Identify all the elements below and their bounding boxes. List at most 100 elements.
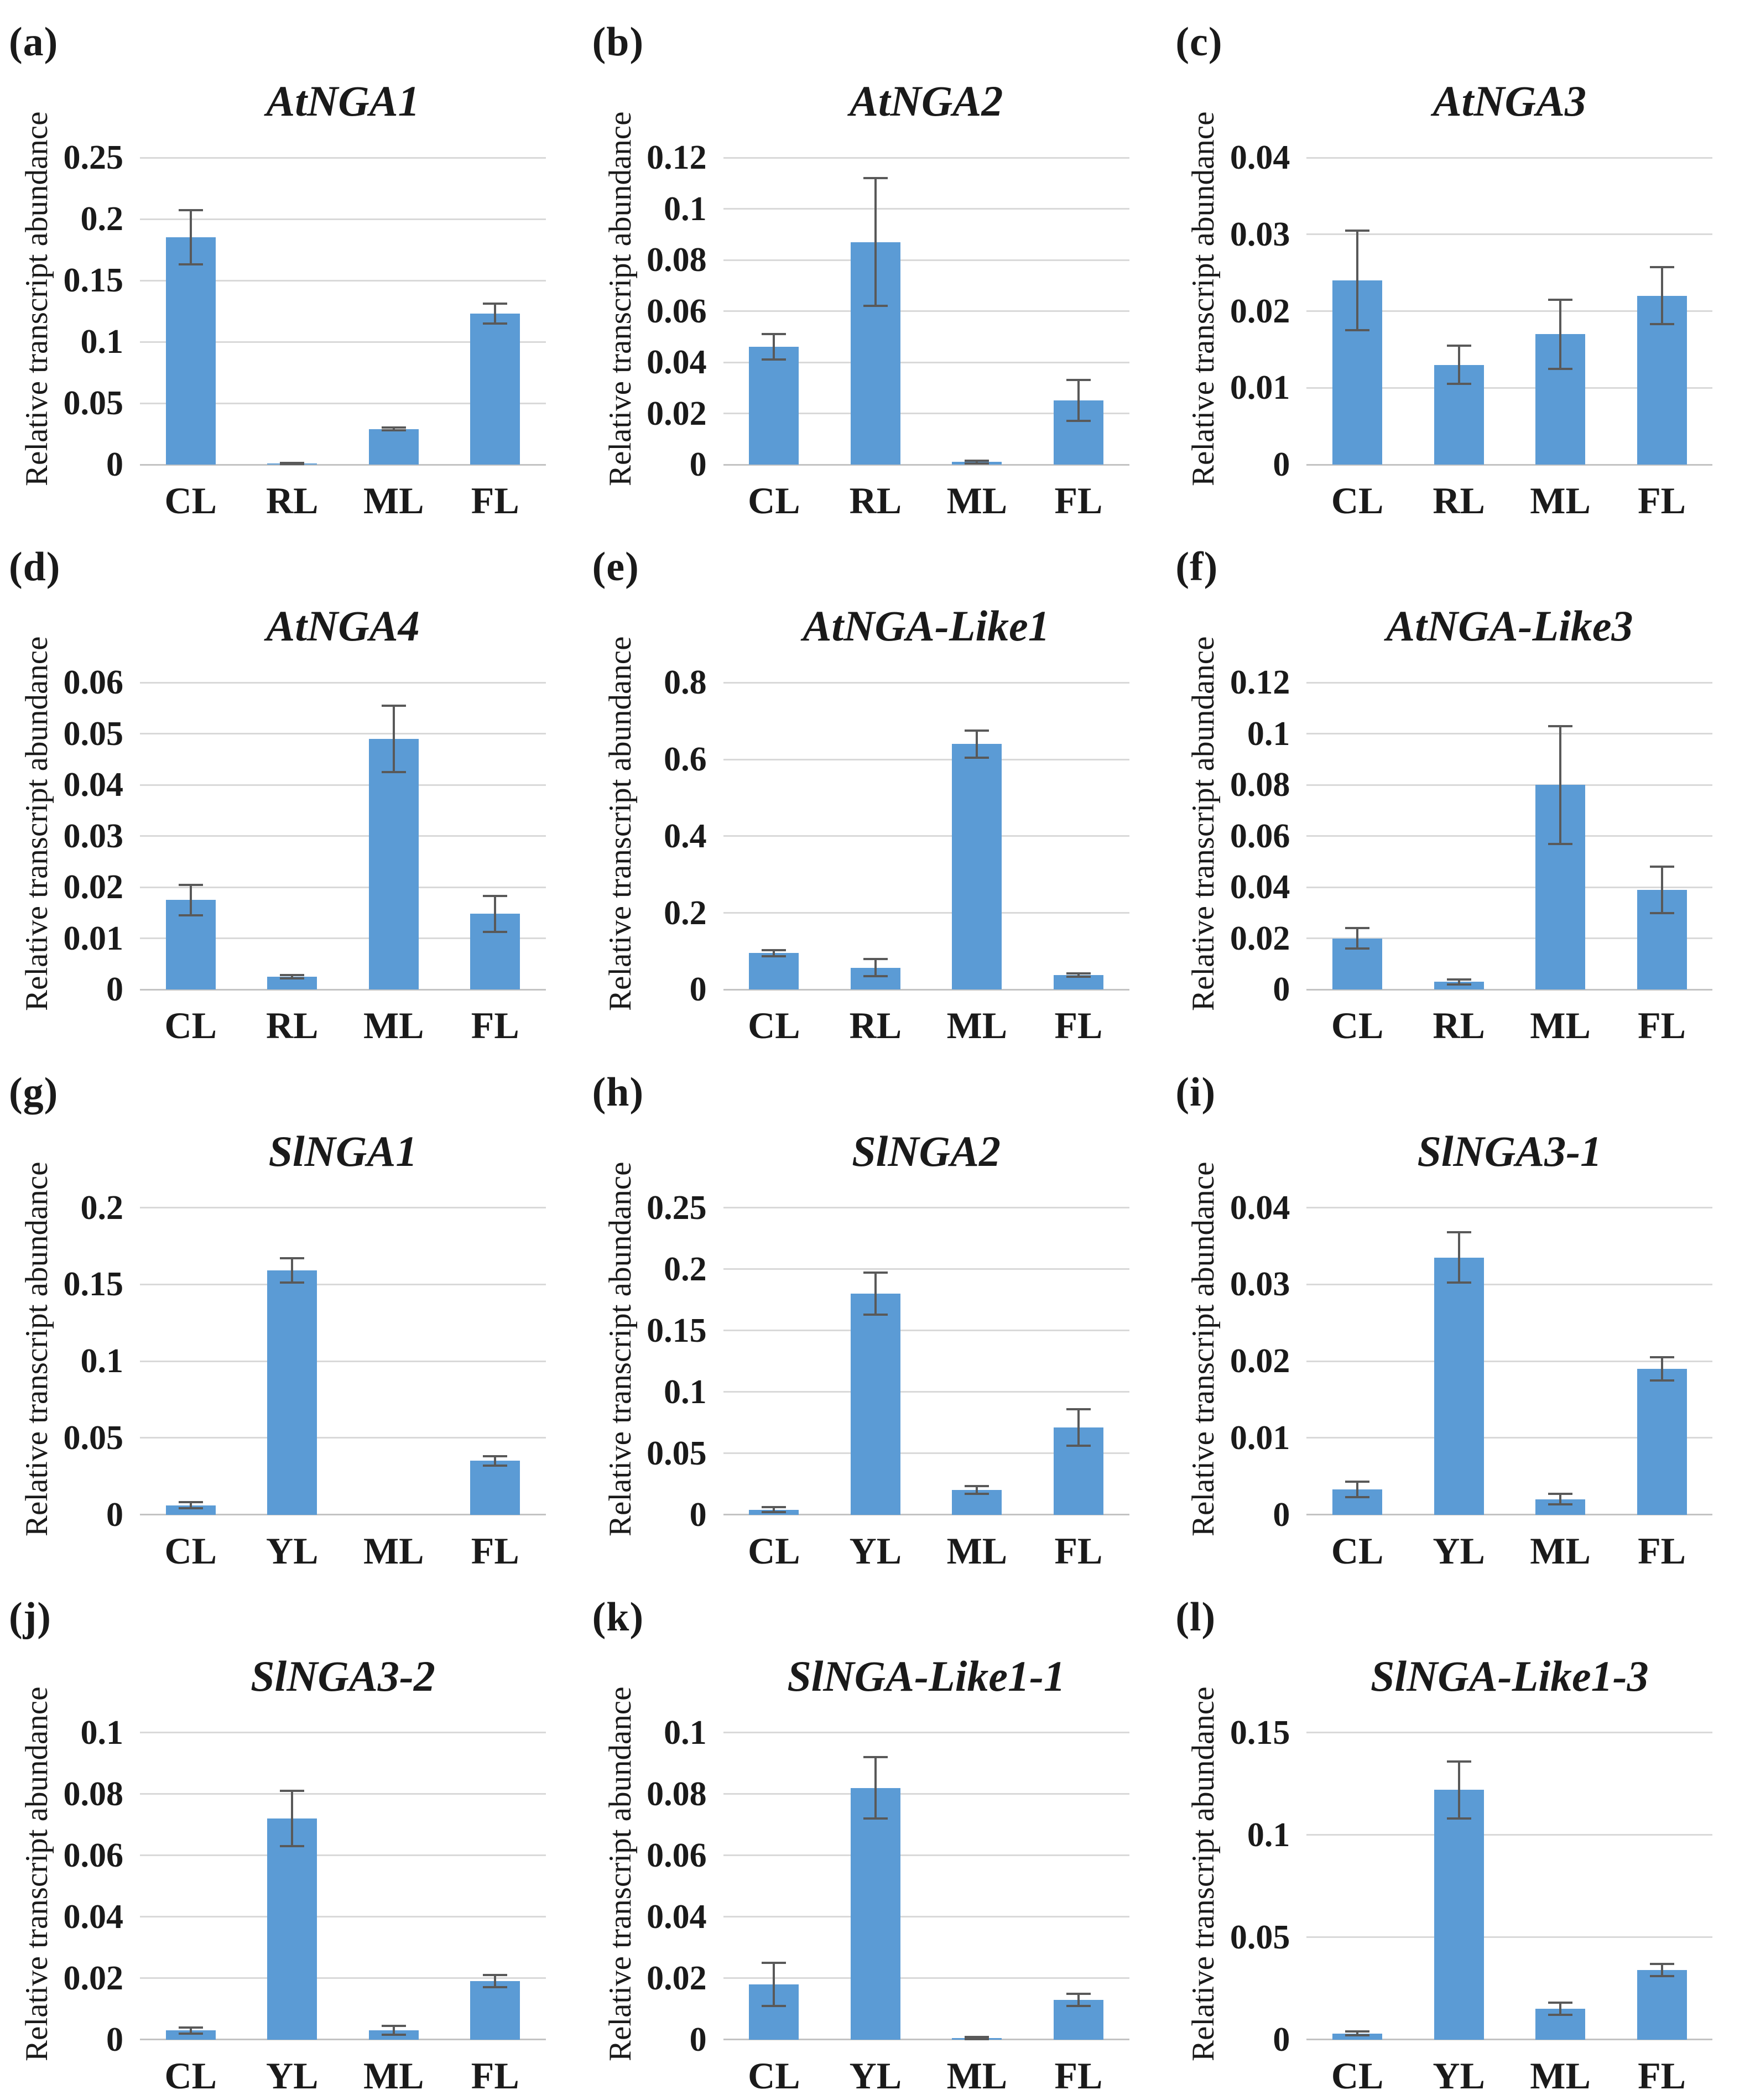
bar-CL xyxy=(749,347,799,465)
error-bar-cap xyxy=(1066,972,1091,975)
error-bar-cap xyxy=(1345,2034,1370,2037)
gridline xyxy=(1306,1936,1713,1939)
error-bar-FL xyxy=(1660,1963,1663,1977)
panel-letter: (c) xyxy=(1175,19,1223,65)
error-bar-cap xyxy=(178,914,203,917)
x-category-label-FL: FL xyxy=(1054,1529,1103,1572)
bar-FL xyxy=(1637,1368,1687,1515)
bar-CL xyxy=(749,953,799,990)
error-bar-ML xyxy=(392,428,395,430)
error-bar-cap xyxy=(1548,2014,1573,2016)
bar-FL xyxy=(470,1461,520,1515)
gridline xyxy=(1306,835,1713,837)
gridline xyxy=(723,1793,1129,1795)
error-bar-cap xyxy=(483,1974,508,1977)
error-bar-cap xyxy=(483,894,508,897)
error-bar-cap xyxy=(1345,329,1370,332)
y-tick-label: 0.08 xyxy=(1230,766,1290,804)
y-tick-label: 0.04 xyxy=(1230,139,1290,176)
bar-CL xyxy=(165,2030,216,2040)
x-axis-line xyxy=(723,988,1129,991)
x-category-label-RL: RL xyxy=(1433,480,1485,522)
chart-panel-g: (g) SlNGA1 Relative transcript abundance… xyxy=(0,1050,584,1575)
y-tick-label: 0.15 xyxy=(63,1265,124,1304)
x-category-label-FL: FL xyxy=(471,1004,519,1047)
y-tick-label: 0.02 xyxy=(1230,1342,1290,1380)
error-bar-ML xyxy=(1559,1494,1562,1505)
y-tick-label: 0.03 xyxy=(1230,1265,1290,1304)
error-bar-cap xyxy=(863,1756,888,1759)
x-category-label-CL: CL xyxy=(164,1529,217,1572)
y-tick-label: 0.1 xyxy=(80,1342,124,1380)
error-bar-cap xyxy=(1066,420,1091,423)
x-category-label-ML: ML xyxy=(363,2054,424,2097)
y-tick-label: 0 xyxy=(689,1495,707,1534)
y-tick-label: 0 xyxy=(1273,446,1290,483)
gridline xyxy=(140,1977,546,1979)
x-category-label-ML: ML xyxy=(363,1529,424,1572)
error-bar-cap xyxy=(863,1817,888,1820)
y-tick-label: 0.2 xyxy=(80,200,124,238)
error-bar-YL xyxy=(874,1273,877,1315)
error-bar-cap xyxy=(178,263,203,266)
gridline xyxy=(140,835,546,837)
gridline xyxy=(723,310,1129,312)
error-bar-YL xyxy=(291,1791,294,1847)
error-bar-cap xyxy=(1345,2030,1370,2033)
error-bar-cap xyxy=(1066,1992,1091,1995)
y-tick-label: 0.03 xyxy=(1230,215,1290,253)
gridline xyxy=(1306,681,1713,684)
gridline xyxy=(1306,233,1713,236)
error-bar-cap xyxy=(1446,983,1471,986)
y-tick-label: 0.08 xyxy=(63,1775,124,1813)
bar-FL xyxy=(470,1981,520,2040)
gridline xyxy=(723,1207,1129,1208)
x-category-label-FL: FL xyxy=(1054,480,1103,522)
error-bar-cap xyxy=(762,949,787,951)
x-category-label-FL: FL xyxy=(1054,2054,1103,2097)
x-category-label-YL: YL xyxy=(266,1529,319,1572)
gridline xyxy=(140,886,546,888)
error-bar-cap xyxy=(1066,2004,1091,2007)
x-category-label-FL: FL xyxy=(471,480,519,522)
error-bar-cap xyxy=(381,771,406,774)
error-bar-cap xyxy=(762,1962,787,1964)
bar-FL xyxy=(1637,1969,1687,2040)
y-tick-label: 0 xyxy=(106,971,123,1009)
x-category-label-CL: CL xyxy=(164,480,217,522)
x-category-label-RL: RL xyxy=(266,480,319,522)
gridline xyxy=(723,259,1129,261)
gridline xyxy=(723,1452,1129,1454)
plot-area xyxy=(1306,681,1713,991)
gridline xyxy=(140,1283,546,1285)
gridline xyxy=(140,1732,546,1734)
bar-YL xyxy=(1434,1257,1484,1515)
x-category-label-ML: ML xyxy=(946,1529,1008,1572)
error-bar-ML xyxy=(392,2025,395,2035)
error-bar-cap xyxy=(381,704,406,707)
y-tick-label: 0.15 xyxy=(63,262,124,299)
y-tick-label: 0.1 xyxy=(664,1373,707,1411)
x-category-label-ML: ML xyxy=(946,480,1008,522)
x-category-label-CL: CL xyxy=(1331,480,1384,522)
error-bar-cap xyxy=(1649,1975,1674,1978)
error-bar-cap xyxy=(280,1845,305,1848)
gridline xyxy=(723,413,1129,414)
error-bar-FL xyxy=(1077,1409,1080,1446)
error-bar-cap xyxy=(1345,1495,1370,1498)
y-tick-label: 0.8 xyxy=(664,664,707,702)
gridline xyxy=(140,157,546,159)
error-bar-cap xyxy=(1548,1503,1573,1506)
error-bar-cap xyxy=(1446,978,1471,981)
x-category-label-ML: ML xyxy=(946,1004,1008,1047)
error-bar-cap xyxy=(381,429,406,431)
gridline xyxy=(1306,1283,1713,1285)
chart-panel-b: (b) AtNGA2 Relative transcript abundance… xyxy=(584,0,1167,525)
error-bar-cap xyxy=(483,930,508,933)
plot-area xyxy=(1306,1207,1713,1515)
chart-panel-h: (h) SlNGA2 Relative transcript abundance… xyxy=(584,1050,1167,1575)
y-tick-label: 0 xyxy=(1273,1495,1290,1534)
gridline xyxy=(723,1916,1129,1918)
error-bar-CL xyxy=(189,210,192,265)
y-tick-label: 0.05 xyxy=(63,715,124,753)
